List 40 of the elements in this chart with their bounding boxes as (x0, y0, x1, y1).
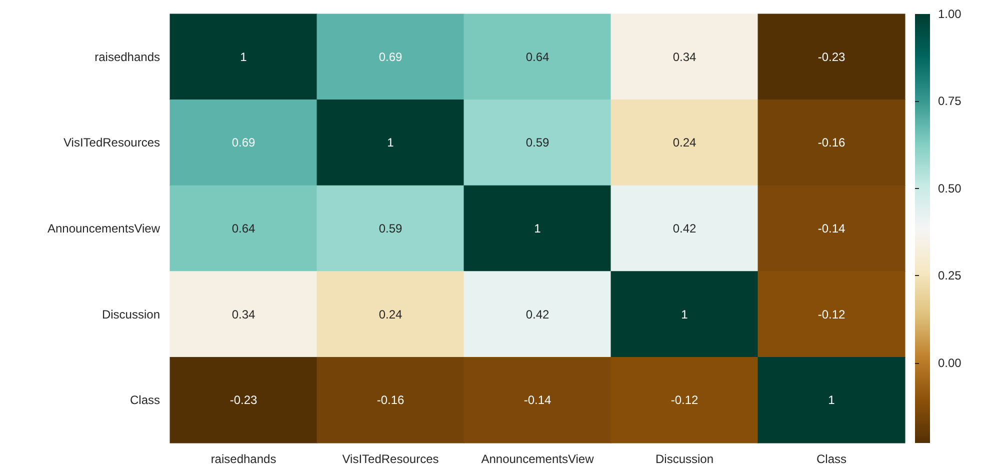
data-label: 0.69 (232, 136, 256, 150)
y-tick-label: AnnouncementsView (47, 222, 160, 236)
data-label: 0.59 (378, 222, 402, 236)
y-tick-label: Discussion (102, 307, 160, 322)
data-label: -0.12 (670, 393, 698, 408)
data-label: 1 (681, 307, 688, 322)
color-bar-label: 0.25 (938, 268, 962, 283)
data-label: 1 (240, 50, 248, 64)
color-bar-label: 1.00 (938, 7, 962, 21)
data-label: -0.23 (230, 393, 258, 408)
y-tick-label: Class (130, 393, 160, 408)
data-label: 0.69 (378, 50, 402, 64)
data-label: 0.24 (672, 136, 696, 150)
data-label: 0.64 (526, 50, 550, 64)
data-label: 1 (534, 222, 542, 236)
x-tick-label: Class (816, 452, 847, 466)
color-bar-label: 0.50 (938, 181, 962, 196)
data-label: 0.42 (526, 307, 550, 322)
color-bar-label: 0.00 (938, 356, 962, 370)
data-label: -0.12 (818, 307, 846, 322)
data-label: -0.14 (818, 222, 846, 236)
x-tick-label: Discussion (655, 452, 714, 466)
data-label: 1 (828, 393, 836, 408)
y-tick-label: raisedhands (94, 50, 160, 64)
data-label: 0.42 (672, 222, 696, 236)
x-tick-label: VisITedResources (342, 452, 439, 466)
data-label: -0.23 (818, 50, 846, 64)
data-label: -0.16 (818, 136, 846, 150)
y-tick-label: VisITedResources (64, 136, 160, 150)
data-label: -0.16 (376, 393, 404, 408)
data-label: 0.34 (672, 50, 696, 64)
color-bar-label: 0.75 (938, 94, 962, 108)
data-label: -0.14 (524, 393, 552, 408)
data-label: 1 (387, 136, 394, 150)
data-label: 0.59 (526, 136, 550, 150)
x-tick-label: raisedhands (210, 452, 276, 466)
x-tick-label: AnnouncementsView (481, 452, 594, 466)
data-label: 0.64 (232, 222, 256, 236)
data-label: 0.24 (378, 307, 402, 322)
data-label: 0.34 (232, 307, 256, 322)
